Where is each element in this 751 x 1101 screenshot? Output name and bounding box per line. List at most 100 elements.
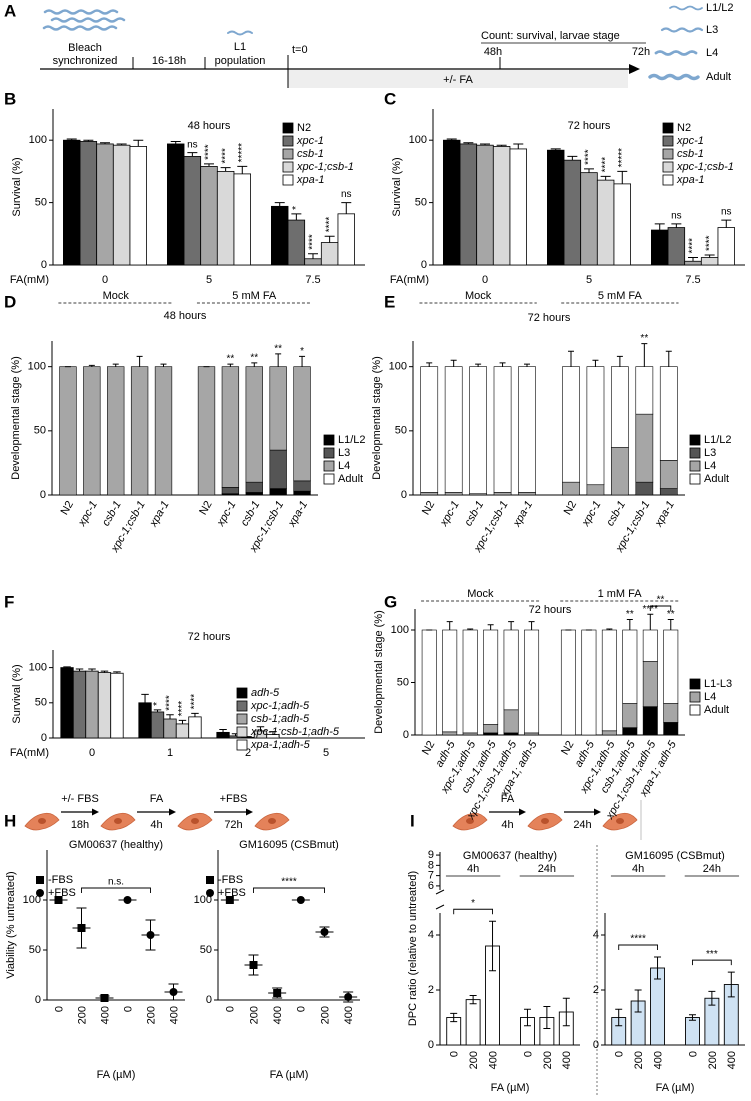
legend-label: csb-1 bbox=[297, 148, 324, 160]
bar-segment bbox=[420, 366, 439, 493]
error-bar bbox=[606, 628, 613, 630]
significance-label: **** bbox=[600, 157, 611, 173]
x-tick-label: 400 bbox=[99, 1006, 111, 1024]
bar-segment bbox=[83, 366, 101, 496]
y-tick-label: 50 bbox=[397, 676, 409, 688]
x-tick-label: xpa-1 bbox=[147, 499, 172, 530]
bar-segment bbox=[293, 480, 311, 492]
bracket bbox=[692, 959, 732, 966]
bar bbox=[200, 166, 218, 266]
bar bbox=[96, 143, 114, 266]
bar bbox=[717, 227, 736, 266]
bar-segment bbox=[442, 731, 458, 736]
error-bar bbox=[291, 213, 302, 221]
error-bar bbox=[63, 666, 71, 668]
error-bar bbox=[133, 139, 144, 147]
significance-label: * bbox=[300, 346, 304, 357]
x-tick-label: 7.5 bbox=[685, 274, 700, 286]
error-bar bbox=[178, 719, 187, 724]
error-bar bbox=[219, 729, 227, 733]
legend-label: adh-5 bbox=[251, 687, 280, 699]
x-axis-label: FA(mM) bbox=[390, 274, 429, 286]
cell-nucleus bbox=[114, 818, 122, 824]
y-tick-label: 100 bbox=[28, 361, 46, 373]
x-tick-label: N2 bbox=[197, 499, 214, 517]
error-bar bbox=[469, 995, 477, 1005]
y-tick-label: 9 bbox=[428, 849, 434, 861]
significance-label: ** bbox=[226, 354, 234, 365]
bar-segment bbox=[503, 629, 519, 711]
x-tick-label: 1 bbox=[167, 747, 173, 759]
error-bar bbox=[704, 254, 715, 258]
error-bar bbox=[450, 359, 457, 367]
error-bar bbox=[251, 362, 258, 367]
error-bar bbox=[688, 1014, 696, 1021]
legend-label: xpc-1 bbox=[676, 135, 704, 147]
error-bar bbox=[220, 167, 231, 172]
legend-swatch bbox=[236, 713, 248, 725]
arrow-head bbox=[629, 64, 640, 74]
bar-segment bbox=[581, 629, 597, 736]
significance-label: * bbox=[291, 206, 302, 210]
error-bar bbox=[83, 139, 94, 142]
group-label: Mock bbox=[103, 290, 130, 302]
error-bar bbox=[634, 989, 642, 1013]
arrow-head bbox=[594, 808, 601, 816]
error-bar bbox=[528, 621, 535, 630]
bar bbox=[651, 229, 669, 266]
marker bbox=[273, 989, 282, 997]
error-bar bbox=[727, 971, 735, 998]
marker bbox=[296, 896, 305, 904]
bar-segment bbox=[503, 732, 519, 736]
error-bar bbox=[584, 168, 594, 173]
bar bbox=[613, 183, 632, 266]
chart-title: GM16095 (CSBmut) bbox=[239, 839, 339, 851]
y-tick-label: 0 bbox=[41, 732, 47, 744]
group-label: 1 mM FA bbox=[598, 588, 643, 600]
x-tick-label: 0 bbox=[225, 1006, 237, 1012]
significance-label: **** bbox=[281, 877, 297, 888]
panel-label: C bbox=[384, 89, 396, 108]
cell-nucleus bbox=[191, 818, 199, 824]
x-tick-label: 400 bbox=[726, 1051, 738, 1069]
significance-label: ns bbox=[341, 189, 352, 200]
legend-label: L3 bbox=[704, 447, 716, 459]
bar bbox=[700, 257, 719, 266]
error-bar bbox=[543, 1006, 551, 1029]
x-tick-label: 0 bbox=[687, 1051, 699, 1057]
bar-segment bbox=[562, 366, 580, 483]
significance-label: ** bbox=[626, 609, 634, 620]
x-tick-label: xpa-1 bbox=[286, 499, 311, 530]
x-axis-label: FA (µM) bbox=[270, 1069, 309, 1081]
y-tick-label: 100 bbox=[29, 662, 47, 674]
panel-label: G bbox=[384, 592, 397, 611]
legend-swatch bbox=[282, 148, 294, 160]
significance-label: ** bbox=[640, 333, 648, 344]
error-bar bbox=[450, 1012, 458, 1023]
y-tick-label: 50 bbox=[29, 944, 41, 956]
legend-label: L4 bbox=[704, 460, 716, 472]
error-bar bbox=[341, 202, 352, 214]
bar bbox=[287, 219, 306, 266]
significance-label: ** bbox=[657, 595, 665, 606]
schematic-text: 72h bbox=[632, 46, 650, 58]
bar bbox=[459, 143, 478, 266]
bar-segment bbox=[293, 366, 311, 482]
bar-segment bbox=[130, 366, 149, 496]
bar-segment bbox=[659, 488, 678, 496]
error-bar bbox=[671, 223, 682, 228]
bar bbox=[183, 156, 202, 266]
legend-swatch bbox=[689, 678, 701, 690]
x-tick-label: csb-1 bbox=[462, 499, 486, 528]
error-bar bbox=[66, 138, 77, 141]
x-axis-label: FA (µM) bbox=[656, 1082, 695, 1094]
x-axis-label: FA(mM) bbox=[10, 747, 49, 759]
bar bbox=[650, 967, 665, 1046]
x-tick-label: 200 bbox=[542, 1051, 554, 1069]
significance-label: n.s. bbox=[108, 877, 124, 888]
marker bbox=[344, 993, 353, 1001]
bar-segment bbox=[622, 703, 638, 728]
error-bar bbox=[141, 693, 149, 703]
bar bbox=[476, 144, 494, 266]
bar-segment bbox=[269, 449, 287, 489]
